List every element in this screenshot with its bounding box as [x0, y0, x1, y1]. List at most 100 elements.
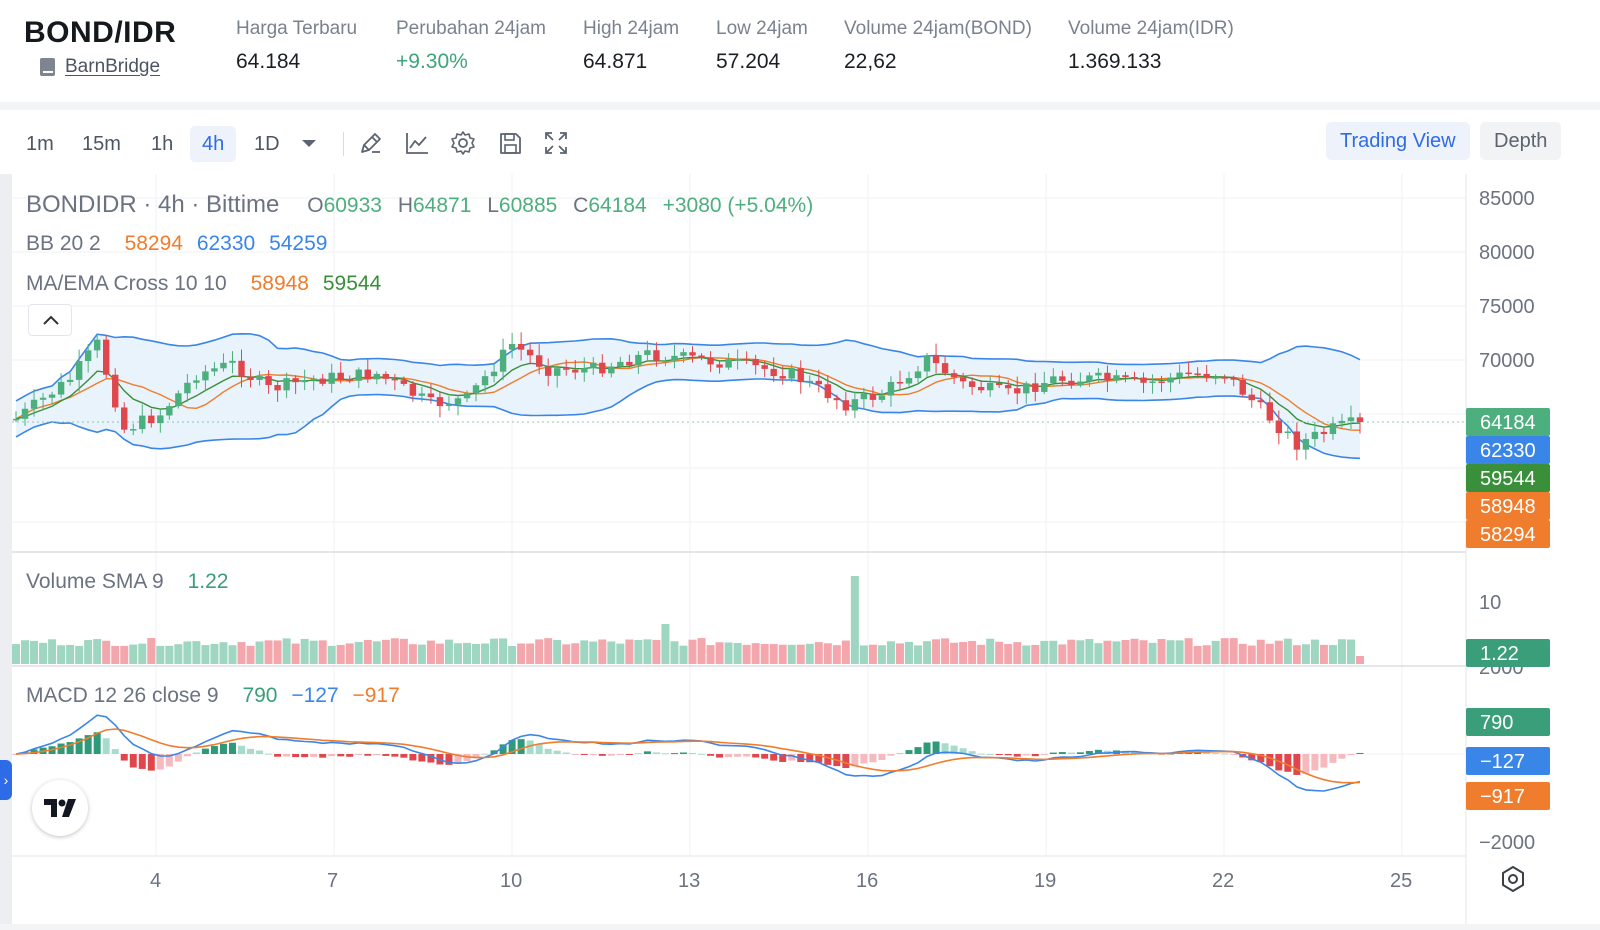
indicator-icon[interactable] — [404, 130, 430, 156]
macd-hist-bar — [625, 754, 633, 755]
gear-icon[interactable] — [450, 130, 476, 156]
candle-body — [57, 381, 65, 395]
macd-hist-bar — [878, 754, 886, 761]
volume-bar — [111, 645, 120, 664]
stat-label: High 24jam — [583, 18, 680, 39]
candle-body — [472, 385, 480, 394]
macd-line — [15, 714, 1361, 792]
volume-bar — [544, 638, 553, 664]
macd-hist-bar — [743, 754, 751, 757]
timeframe-15m[interactable]: 15m — [82, 133, 121, 155]
stat-label: Low 24jam — [716, 18, 808, 39]
candle-body — [797, 368, 804, 383]
coin-link-label[interactable]: BarnBridge — [65, 56, 161, 77]
candle-body — [436, 397, 444, 407]
time-tick: 19 — [1034, 870, 1056, 892]
volume-bar — [778, 644, 787, 664]
candle-body — [1212, 377, 1219, 379]
macd-label: MACD 12 26 close 9 — [26, 684, 219, 707]
save-icon[interactable] — [497, 130, 523, 156]
macd-hist-bar — [698, 753, 706, 755]
chart-settings-icon[interactable] — [1498, 864, 1528, 894]
volume-bar — [1346, 639, 1355, 664]
candle-body — [851, 399, 859, 411]
volume-bar — [742, 644, 751, 664]
volume-bar — [923, 641, 932, 664]
timeframe-dropdown-icon[interactable] — [300, 134, 318, 152]
volume-bar — [499, 638, 508, 664]
volume-bar — [1301, 644, 1310, 664]
candle-body — [635, 354, 642, 366]
stat-low: Low 24jam 57.204 — [716, 18, 808, 74]
macd-hist-bar — [156, 754, 164, 770]
macd-signal-value: −917 — [352, 684, 399, 707]
chart-canvas[interactable]: BONDIDR · 4h · Bittime O60933 H64871 L60… — [0, 174, 1600, 924]
fullscreen-icon[interactable] — [543, 130, 569, 156]
candle-body — [824, 384, 832, 399]
timeframe-1d[interactable]: 1D — [254, 133, 280, 155]
candle-body — [454, 398, 462, 405]
candle-body — [184, 382, 191, 394]
coin-link[interactable]: BarnBridge — [40, 56, 160, 78]
volume-bar — [273, 640, 282, 664]
macd-hist-bar — [589, 754, 597, 755]
toolbar-divider — [343, 132, 344, 156]
macd-tag-signal: −917 — [1466, 782, 1550, 810]
time-tick: 22 — [1212, 870, 1234, 892]
volume-bar — [932, 639, 941, 664]
stat-label: Harga Terbaru — [236, 18, 358, 39]
volume-bar — [841, 640, 850, 664]
volume-bar — [408, 644, 417, 664]
book-icon — [40, 58, 55, 76]
volume-bar — [517, 643, 526, 664]
candle-body — [157, 415, 164, 424]
macd-hist-bar — [57, 743, 65, 754]
volume-bar — [1337, 639, 1346, 664]
collapse-legend-button[interactable] — [28, 304, 72, 336]
candle-body — [30, 399, 38, 409]
legend-symbol: BONDIDR · 4h · Bittime — [26, 191, 279, 218]
chart-card: 1m 15m 1h 4h 1D Trading View Depth — [0, 110, 1600, 924]
macd-hist-bar — [238, 745, 246, 754]
candle-body — [355, 369, 362, 381]
candle-body — [914, 371, 922, 379]
candle-body — [1140, 377, 1147, 383]
volume-bar — [435, 643, 444, 664]
candle-body — [644, 350, 651, 355]
macd-hist-bar — [219, 743, 227, 754]
candle-body — [806, 380, 813, 383]
candle-body — [1356, 417, 1364, 422]
macd-hist-bar — [986, 753, 994, 755]
timeframe-4h[interactable]: 4h — [190, 126, 237, 162]
depth-tab[interactable]: Depth — [1480, 122, 1562, 160]
volume-bar — [381, 639, 390, 664]
candle-body — [283, 378, 290, 391]
volume-bar — [1202, 645, 1211, 664]
volume-bar — [354, 641, 363, 664]
volume-bar — [30, 640, 39, 664]
bb-upper-value: 62330 — [197, 232, 255, 255]
macd-hist-bar — [292, 754, 300, 758]
pen-icon[interactable] — [358, 130, 384, 156]
macd-hist-bar — [147, 754, 155, 771]
tradingview-logo[interactable] — [32, 780, 88, 836]
macd-hist-bar — [364, 754, 372, 756]
volume-bar — [93, 639, 102, 664]
macd-hist-bar — [283, 754, 291, 757]
side-panel-toggle[interactable]: › — [0, 760, 12, 800]
macd-hist-bar — [941, 743, 949, 754]
candle-body — [292, 378, 299, 383]
candle-body — [1167, 377, 1174, 383]
volume-bar — [950, 642, 959, 664]
macd-hist-bar — [1076, 752, 1084, 754]
volume-bar — [526, 643, 535, 664]
volume-bar — [165, 645, 174, 664]
macd-hist-bar — [562, 752, 570, 754]
timeframe-1h[interactable]: 1h — [151, 133, 174, 155]
volume-bar — [535, 639, 544, 664]
trading-view-tab[interactable]: Trading View — [1326, 122, 1470, 160]
timeframe-1m[interactable]: 1m — [26, 133, 54, 155]
macd-hist-bar — [788, 754, 796, 761]
volume-bar — [715, 642, 724, 664]
macd-tag-hist: 790 — [1466, 708, 1550, 736]
